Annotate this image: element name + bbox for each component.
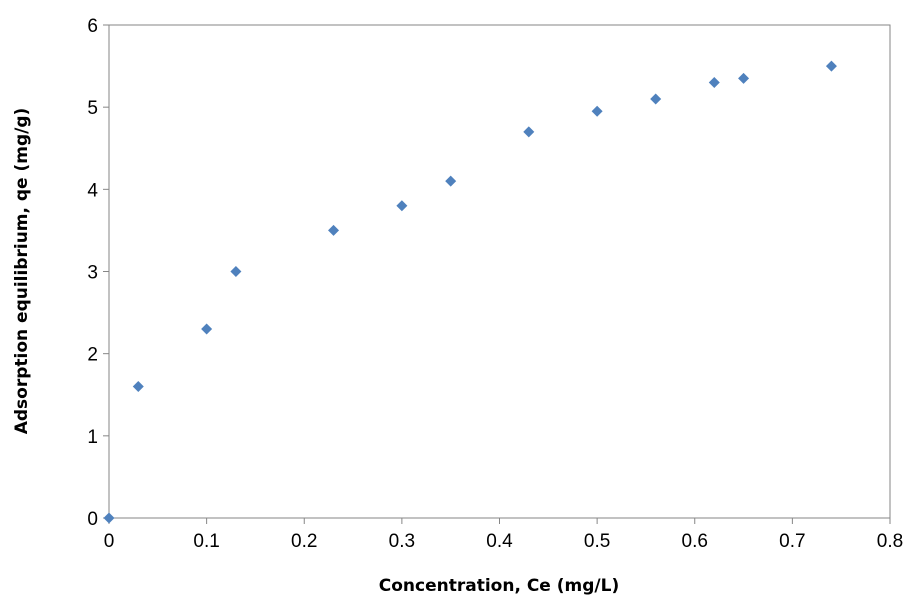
data-point [445,175,457,187]
data-point [132,381,144,393]
x-tick-label: 0.6 [682,531,708,552]
x-tick-label: 0.2 [291,531,317,552]
data-point [201,323,213,335]
data-point [230,266,242,277]
data-point [396,200,408,212]
y-tick-label: 0 [87,509,98,530]
data-point [328,224,340,236]
x-tick-label: 0.8 [877,531,903,552]
x-axis-tick-labels: 0 0.1 0.2 0.3 0.4 0.5 0.6 0.7 0.8 [104,531,904,552]
y-axis-title: Adsorption equilibrium, qe (mg/g) [12,108,32,435]
data-point [708,77,720,89]
plot-area [108,24,891,519]
x-tick-label: 0.1 [193,531,219,552]
x-tick-label: 0.7 [779,531,805,552]
y-tick-label: 3 [87,263,98,284]
x-tick-label: 0 [104,531,115,552]
x-tick-label: 0.5 [584,531,610,552]
data-point [523,126,535,138]
y-axis-tick-labels: 0 1 2 3 4 5 6 [87,16,98,530]
y-tick-label: 4 [87,180,98,201]
x-axis-title: Concentration, Ce (mg/L) [379,576,619,596]
x-axis-ticks [108,518,891,524]
y-axis-ticks [103,24,109,519]
data-point [738,72,750,84]
data-point [103,512,115,524]
y-tick-label: 2 [87,345,98,366]
y-tick-label: 6 [87,16,98,37]
data-point [650,93,662,105]
data-points [103,60,837,524]
y-tick-label: 5 [87,98,98,119]
x-tick-label: 0.4 [486,531,513,552]
data-point [591,105,603,117]
x-tick-label: 0.3 [389,531,415,552]
data-point [825,60,837,72]
y-tick-label: 1 [87,427,98,448]
